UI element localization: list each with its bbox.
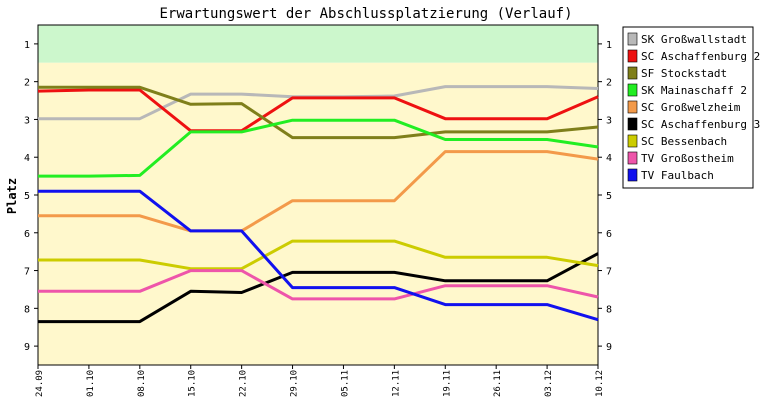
y-tick-label: 9 xyxy=(606,342,612,353)
series-line xyxy=(38,239,599,271)
y-tick-label: 6 xyxy=(24,229,30,240)
x-tick-label: 29.10 xyxy=(290,370,300,397)
y-tick-label: 1 xyxy=(606,40,612,51)
x-tick-label: 08.10 xyxy=(137,370,147,397)
x-tick-label: 12.11 xyxy=(391,370,401,397)
x-tick-label: 10.12 xyxy=(595,370,605,397)
series-lines xyxy=(37,85,599,324)
legend: SK Großwallstadt SC Aschaffenburg 2 SF Sto… xyxy=(622,26,760,189)
series-line xyxy=(38,269,599,301)
x-tick-label: 24.09 xyxy=(35,370,45,397)
y-axis-left: 1 2 3 4 5 6 7 8 9 xyxy=(24,40,38,353)
x-tick-label: 01.10 xyxy=(86,370,96,397)
legend-swatch xyxy=(627,168,638,182)
legend-swatch xyxy=(627,83,638,97)
legend-swatch xyxy=(627,134,638,148)
y-tick-label: 1 xyxy=(24,40,30,51)
legend-label: TV Faulbach xyxy=(641,169,714,182)
legend-label: SC Großwelzheim xyxy=(641,101,741,114)
plot-band xyxy=(38,25,598,63)
x-tick-label: 26.11 xyxy=(493,370,503,397)
legend-swatch xyxy=(627,32,638,46)
y-tick-label: 9 xyxy=(24,342,30,353)
series-line xyxy=(38,85,599,140)
legend-label: SC Aschaffenburg 2 xyxy=(641,50,760,63)
y-tick-label: 2 xyxy=(606,78,612,89)
y-tick-label: 7 xyxy=(24,267,30,278)
x-tick-label: 22.10 xyxy=(239,370,249,397)
x-tick-label: 03.12 xyxy=(544,370,554,397)
legend-swatch xyxy=(627,151,638,165)
y-tick-label: 4 xyxy=(24,153,30,164)
legend-box xyxy=(622,26,754,189)
x-axis: 24.09 01.10 08.10 15.10 22.10 29.10 05.11 12.11… xyxy=(35,365,605,397)
x-tick-label: 05.11 xyxy=(340,370,350,397)
y-axis-right: 1 2 3 4 5 6 7 8 9 xyxy=(598,40,612,353)
y-tick-label: 5 xyxy=(24,191,30,202)
x-tick-label: 19.11 xyxy=(442,370,452,397)
x-tick-label: 15.10 xyxy=(188,370,198,397)
legend-label: SC Aschaffenburg 3 xyxy=(641,118,760,131)
series-line xyxy=(38,189,599,322)
legend-label: SK Mainaschaff 2 xyxy=(641,84,747,97)
series-line xyxy=(38,150,599,233)
legend-swatch xyxy=(627,100,638,114)
plot-band xyxy=(38,62,598,366)
series-line xyxy=(37,88,599,133)
legend-label: TV Großostheim xyxy=(641,152,734,165)
y-tick-label: 8 xyxy=(24,304,30,315)
y-tick-label: 3 xyxy=(606,115,612,126)
legend-label: SK Großwallstadt xyxy=(641,33,747,46)
y-tick-label: 4 xyxy=(606,153,612,164)
y-tick-label: 5 xyxy=(606,191,612,202)
y-tick-label: 7 xyxy=(606,267,612,278)
legend-label: SC Bessenbach xyxy=(641,135,727,148)
y-tick-label: 6 xyxy=(606,229,612,240)
legend-label: SF Stockstadt xyxy=(641,67,727,80)
plot-bands xyxy=(38,25,598,366)
y-axis-label: Platz xyxy=(5,178,19,214)
chart-title: Erwartungswert der Abschlussplatzierung … xyxy=(159,6,572,22)
series-line xyxy=(38,252,599,324)
legend-swatch xyxy=(627,49,638,63)
legend-swatch xyxy=(627,117,638,131)
legend-swatch xyxy=(627,66,638,80)
y-tick-label: 2 xyxy=(24,78,30,89)
series-line xyxy=(38,118,599,178)
y-tick-label: 8 xyxy=(606,304,612,315)
y-tick-label: 3 xyxy=(24,115,30,126)
